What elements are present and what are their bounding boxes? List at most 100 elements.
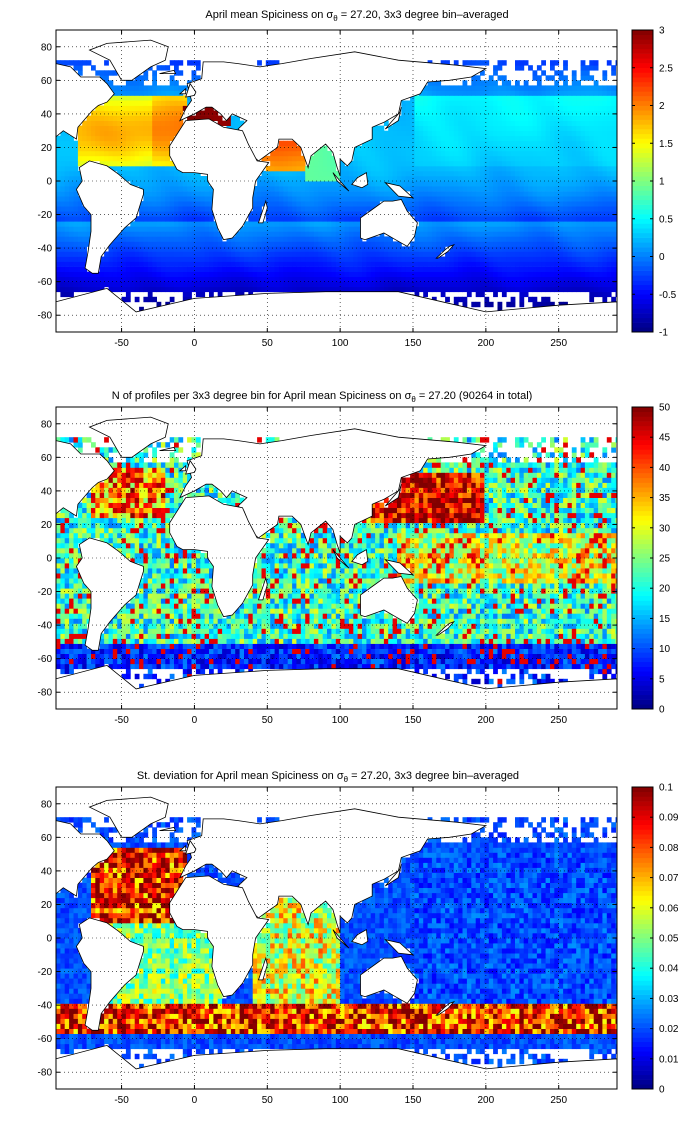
data-cell bbox=[78, 287, 83, 292]
data-cell bbox=[506, 679, 511, 684]
data-cell bbox=[419, 659, 424, 664]
colorbar-segment bbox=[632, 308, 653, 313]
data-cell bbox=[122, 161, 127, 166]
data-cell bbox=[183, 241, 188, 246]
data-cell bbox=[449, 201, 454, 206]
data-cell bbox=[572, 654, 577, 659]
data-cell bbox=[607, 196, 612, 201]
chart-title-text: = 27.20 (90264 in total) bbox=[416, 390, 533, 402]
data-cell bbox=[327, 176, 332, 181]
colorbar-segment bbox=[632, 209, 653, 214]
data-cell bbox=[152, 70, 157, 75]
data-cell bbox=[279, 272, 284, 277]
data-cell bbox=[384, 156, 389, 161]
data-cell bbox=[489, 226, 494, 231]
data-cell bbox=[117, 654, 122, 659]
data-cell bbox=[463, 106, 468, 111]
data-cell bbox=[419, 116, 424, 121]
data-cell bbox=[594, 257, 599, 262]
colorbar-segment bbox=[632, 219, 653, 224]
data-cell bbox=[56, 659, 61, 664]
data-cell bbox=[484, 664, 489, 669]
data-cell bbox=[209, 231, 214, 236]
data-cell bbox=[476, 282, 481, 287]
data-cell bbox=[323, 216, 328, 221]
data-cell bbox=[493, 262, 498, 267]
data-cell bbox=[476, 206, 481, 211]
data-cell bbox=[152, 181, 157, 186]
data-cell bbox=[449, 186, 454, 191]
data-cell bbox=[502, 257, 507, 262]
data-cell bbox=[441, 664, 446, 669]
data-cell bbox=[82, 136, 87, 141]
data-cell bbox=[602, 176, 607, 181]
data-cell bbox=[161, 267, 166, 272]
data-cell bbox=[397, 126, 402, 131]
data-cell bbox=[541, 166, 546, 171]
data-cell bbox=[74, 65, 79, 70]
data-cell bbox=[161, 186, 166, 191]
data-cell bbox=[279, 141, 284, 146]
data-cell bbox=[471, 111, 476, 116]
data-cell bbox=[170, 272, 175, 277]
data-cell bbox=[157, 277, 162, 282]
data-cell bbox=[515, 246, 520, 251]
data-cell bbox=[463, 111, 468, 116]
data-cell bbox=[388, 156, 393, 161]
data-cell bbox=[192, 252, 197, 257]
data-cell bbox=[345, 262, 350, 267]
data-cell bbox=[148, 241, 153, 246]
data-cell bbox=[143, 257, 148, 262]
data-cell bbox=[554, 181, 559, 186]
data-cell bbox=[257, 206, 262, 211]
data-cell bbox=[537, 161, 542, 166]
data-cell bbox=[493, 111, 498, 116]
data-cell bbox=[550, 231, 555, 236]
data-cell bbox=[222, 664, 227, 669]
data-cell bbox=[178, 257, 183, 262]
data-cell bbox=[449, 85, 454, 90]
data-cell bbox=[109, 80, 114, 85]
data-cell bbox=[148, 246, 153, 251]
data-cell bbox=[511, 267, 516, 272]
data-cell bbox=[541, 116, 546, 121]
data-cell bbox=[257, 654, 262, 659]
data-cell bbox=[594, 136, 599, 141]
data-cell bbox=[428, 156, 433, 161]
data-cell bbox=[550, 156, 555, 161]
data-cell bbox=[576, 236, 581, 241]
data-cell bbox=[380, 141, 385, 146]
data-cell bbox=[74, 196, 79, 201]
data-cell bbox=[515, 287, 520, 292]
data-cell bbox=[550, 282, 555, 287]
data-cell bbox=[441, 101, 446, 106]
data-cell bbox=[314, 206, 319, 211]
data-cell bbox=[222, 262, 227, 267]
data-cell bbox=[546, 287, 551, 292]
data-cell bbox=[480, 146, 485, 151]
data-cell bbox=[498, 171, 503, 176]
data-cell bbox=[345, 221, 350, 226]
data-cell bbox=[519, 292, 524, 297]
data-cell bbox=[248, 246, 253, 251]
data-cell bbox=[183, 181, 188, 186]
data-cell bbox=[554, 80, 559, 85]
data-cell bbox=[441, 221, 446, 226]
data-cell bbox=[585, 664, 590, 669]
data-cell bbox=[559, 136, 564, 141]
data-cell bbox=[122, 151, 127, 156]
data-cell bbox=[576, 101, 581, 106]
data-cell bbox=[506, 126, 511, 131]
data-cell bbox=[380, 136, 385, 141]
data-cell bbox=[441, 171, 446, 176]
data-cell bbox=[611, 70, 616, 75]
data-cell bbox=[546, 252, 551, 257]
data-cell bbox=[598, 211, 603, 216]
data-cell bbox=[157, 156, 162, 161]
data-cell bbox=[576, 176, 581, 181]
data-cell bbox=[563, 257, 568, 262]
data-cell bbox=[554, 186, 559, 191]
data-cell bbox=[371, 277, 376, 282]
data-cell bbox=[56, 161, 61, 166]
data-cell bbox=[528, 267, 533, 272]
